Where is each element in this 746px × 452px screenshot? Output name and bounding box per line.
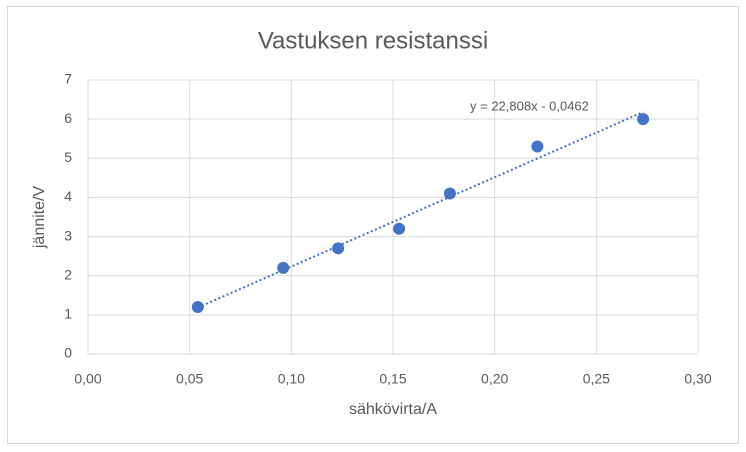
y-tick-label: 7 [64,71,72,87]
y-tick-label: 6 [64,110,72,126]
data-point [277,261,290,274]
y-axis-label: jännite/V [31,186,48,250]
x-tick-label: 0,05 [176,371,203,387]
y-tick-label: 3 [64,227,72,243]
data-point [393,222,406,235]
trendline [197,111,644,309]
data-point [637,113,650,126]
x-tick-label: 0,30 [684,371,711,387]
x-tick-label: 0,20 [481,371,508,387]
chart-frame [7,6,739,444]
y-tick-label: 4 [64,188,72,204]
y-tick-label: 2 [64,266,72,282]
x-tick-label: 0,25 [583,371,610,387]
x-tick-label: 0,15 [379,371,406,387]
data-point [191,301,204,314]
chart-title: Vastuksen resistanssi [258,27,488,54]
data-point [443,187,456,200]
y-tick-label: 1 [64,306,72,322]
x-tick-label: 0,00 [74,371,101,387]
y-tick-label: 0 [64,345,72,361]
data-point [531,140,544,153]
data-point [332,242,345,255]
y-tick-label: 5 [64,149,72,165]
x-tick-label: 0,10 [278,371,305,387]
x-axis-label: sähkövirta/A [349,401,437,418]
trendline-label: y = 22,808x - 0,0462 [470,98,589,113]
